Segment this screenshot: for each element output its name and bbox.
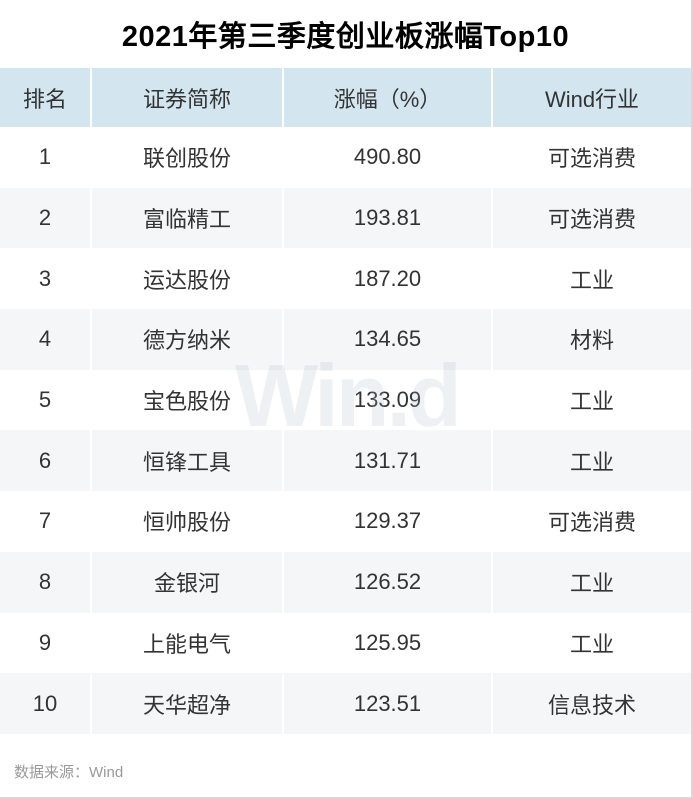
rank-cell: 3 bbox=[38, 265, 52, 291]
column-header-name: 证券简称 bbox=[90, 68, 283, 127]
name-cell: 运达股份 bbox=[90, 248, 283, 310]
rank-cell: 7 bbox=[38, 508, 52, 534]
industry-cell: 工业 bbox=[491, 551, 691, 613]
title-bar: 2021年第三季度创业板涨幅Top10 bbox=[0, 0, 691, 68]
industry-cell: 工业 bbox=[491, 369, 691, 431]
industry-cell: 工业 bbox=[491, 612, 691, 674]
name-cell: 上能电气 bbox=[90, 612, 283, 674]
name-cell: 恒帅股份 bbox=[90, 491, 283, 552]
name-cell: 金银河 bbox=[90, 551, 283, 613]
industry-cell: 可选消费 bbox=[491, 187, 691, 249]
change-cell: 123.51 bbox=[282, 673, 492, 734]
data-source-label: 数据来源：Wind bbox=[14, 763, 124, 781]
rank-cell: 5 bbox=[38, 387, 52, 413]
table-row: 9 上能电气 125.95 工业 bbox=[0, 612, 691, 674]
industry-cell: 材料 bbox=[491, 309, 691, 370]
rank-cell: 2 bbox=[38, 205, 52, 231]
table-row: 3 运达股份 187.20 工业 bbox=[0, 248, 691, 310]
name-cell: 富临精工 bbox=[90, 187, 283, 249]
change-cell: 490.80 bbox=[282, 127, 492, 188]
table-row: 2 富临精工 193.81 可选消费 bbox=[0, 187, 691, 249]
industry-cell: 可选消费 bbox=[491, 491, 691, 552]
name-cell: 联创股份 bbox=[90, 127, 283, 188]
table-row: 6 恒锋工具 131.71 工业 bbox=[0, 430, 691, 492]
page-title: 2021年第三季度创业板涨幅Top10 bbox=[121, 21, 570, 53]
rank-table: 排名 证券简称 涨幅（%） Wind行业 1 联创股份 490.80 可选消费 2 富临精… bbox=[0, 68, 691, 734]
change-cell: 131.71 bbox=[282, 430, 492, 492]
table-row: 10 天华超净 123.51 信息技术 bbox=[0, 673, 691, 734]
column-header-rank: 排名 bbox=[22, 86, 67, 112]
table-row: 8 金银河 126.52 工业 bbox=[0, 551, 691, 613]
industry-cell: 工业 bbox=[491, 248, 691, 310]
rank-cell: 6 bbox=[38, 447, 52, 473]
rank-cell: 8 bbox=[38, 569, 52, 595]
change-cell: 129.37 bbox=[282, 491, 492, 552]
table-header: 排名 证券简称 涨幅（%） Wind行业 bbox=[0, 68, 691, 127]
rank-cell: 10 bbox=[32, 690, 58, 716]
industry-cell: 可选消费 bbox=[491, 127, 691, 188]
name-cell: 恒锋工具 bbox=[90, 430, 283, 492]
change-cell: 133.09 bbox=[282, 369, 492, 431]
header-row: 排名 证券简称 涨幅（%） Wind行业 bbox=[0, 68, 691, 127]
column-header-industry: Wind行业 bbox=[491, 68, 691, 127]
industry-cell: 信息技术 bbox=[491, 673, 691, 734]
rank-cell: 1 bbox=[38, 144, 52, 170]
table-body: 1 联创股份 490.80 可选消费 2 富临精工 193.81 可选消费 3 运达股份 187.2… bbox=[0, 127, 691, 734]
table-row: 4 德方纳米 134.65 材料 bbox=[0, 309, 691, 370]
name-cell: 宝色股份 bbox=[90, 369, 283, 431]
name-cell: 德方纳米 bbox=[90, 309, 283, 370]
footer-bar: 数据来源：Wind bbox=[0, 734, 691, 797]
name-cell: 天华超净 bbox=[90, 673, 283, 734]
table-row: 5 宝色股份 133.09 工业 bbox=[0, 369, 691, 431]
rank-cell: 4 bbox=[38, 326, 52, 352]
table-row: 7 恒帅股份 129.37 可选消费 bbox=[0, 491, 691, 552]
change-cell: 125.95 bbox=[282, 612, 492, 674]
change-cell: 134.65 bbox=[282, 309, 492, 370]
change-cell: 193.81 bbox=[282, 187, 492, 249]
industry-cell: 工业 bbox=[491, 430, 691, 492]
table-row: 1 联创股份 490.80 可选消费 bbox=[0, 127, 691, 188]
column-header-change: 涨幅（%） bbox=[282, 68, 492, 127]
rank-cell: 9 bbox=[38, 629, 52, 655]
change-cell: 187.20 bbox=[282, 248, 492, 310]
change-cell: 126.52 bbox=[282, 551, 492, 613]
